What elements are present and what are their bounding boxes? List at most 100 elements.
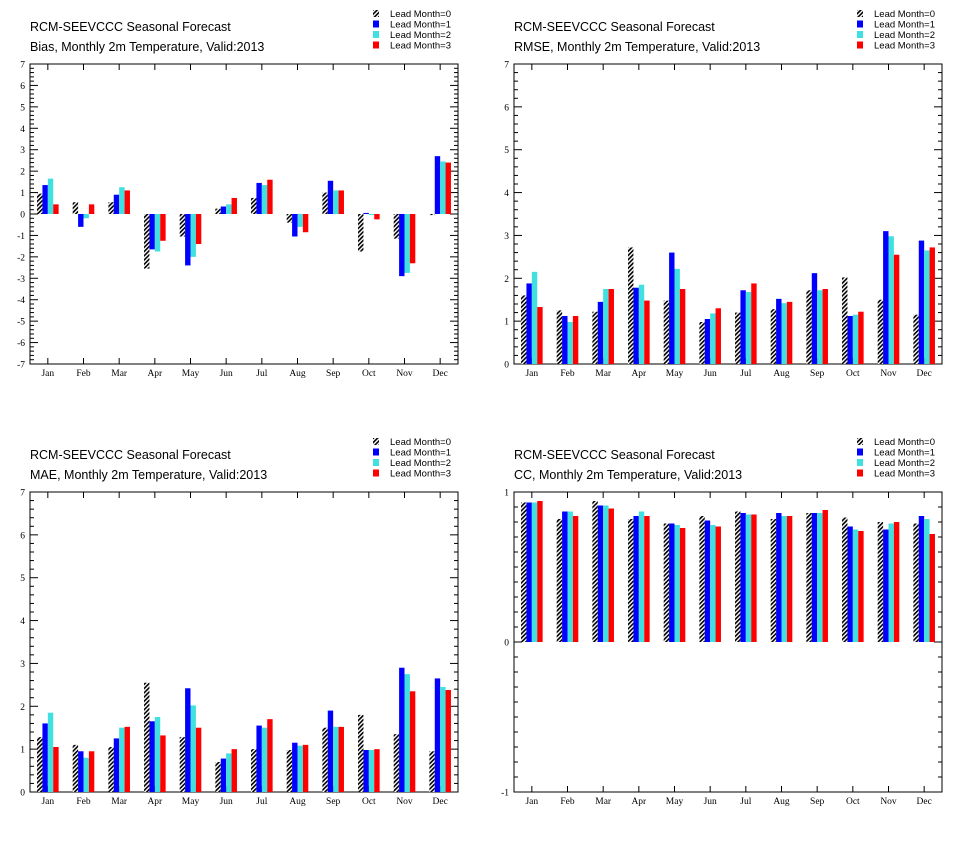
y-tick-label: 1 — [504, 318, 509, 328]
bar-jan-lead0 — [37, 193, 43, 214]
y-tick-label: 7 — [20, 489, 25, 499]
y-tick-label: 5 — [504, 146, 509, 156]
bar-feb-lead3 — [88, 204, 95, 214]
y-tick-label: 4 — [20, 617, 25, 627]
x-tick-label: Sep — [326, 369, 341, 379]
bar-oct-lead0 — [842, 517, 848, 642]
y-tick-label: 3 — [504, 232, 509, 242]
bar-jul-lead1 — [256, 725, 262, 792]
bar-apr-lead0 — [144, 682, 150, 792]
bar-feb-lead1 — [562, 511, 568, 642]
bar-jan-lead3 — [537, 307, 543, 364]
bar-aug-lead0 — [770, 519, 777, 642]
x-tick-label: Mar — [595, 797, 612, 807]
x-tick-label: Jun — [220, 369, 233, 379]
bar-jun-lead3 — [715, 308, 721, 364]
legend-label: Lead Month=3 — [390, 41, 451, 52]
bar-jun-lead1 — [704, 319, 711, 364]
bar-nov-lead0 — [393, 214, 400, 239]
bar-may-lead0 — [179, 737, 186, 792]
bar-jun-lead0 — [215, 762, 221, 792]
bar-aug-lead3 — [302, 744, 309, 792]
chart-panel-3: RCM-SEEVCCC Seasonal Forecast MAE, Monthl… — [20, 437, 459, 807]
legend-swatch — [373, 31, 379, 38]
y-tick-label: 4 — [504, 189, 509, 199]
bar-mar-lead1 — [113, 194, 120, 214]
legend-label: Lead Month=3 — [874, 469, 935, 480]
bar-sep-lead3 — [822, 510, 828, 642]
bar-mar-lead1 — [113, 738, 120, 792]
y-tick-label: 3 — [20, 660, 25, 670]
y-tick-label: 1 — [20, 746, 25, 756]
bar-may-lead3 — [679, 289, 686, 364]
bar-sep-lead3 — [338, 726, 344, 792]
bar-jan-lead1 — [42, 185, 48, 214]
bar-oct-lead2 — [852, 314, 859, 364]
legend-label: Lead Month=1 — [390, 20, 451, 31]
bar-mar-lead3 — [124, 726, 130, 792]
bar-nov-lead1 — [883, 529, 889, 642]
bar-apr-lead1 — [633, 516, 639, 642]
bar-feb-lead2 — [567, 322, 573, 364]
legend-label: Lead Month=0 — [874, 437, 935, 448]
bar-feb-lead2 — [567, 511, 573, 642]
plot-frame — [29, 491, 459, 793]
bar-jan-lead3 — [537, 501, 543, 642]
bar-mar-lead1 — [597, 301, 604, 364]
bar-feb-lead3 — [88, 751, 95, 792]
bar-nov-lead2 — [888, 523, 894, 642]
bar-aug-lead2 — [297, 745, 303, 792]
legend-label: Lead Month=0 — [390, 437, 451, 448]
bar-oct-lead3 — [858, 311, 864, 364]
bar-dec-lead2 — [924, 250, 930, 364]
chart-title: RCM-SEEVCCC Seasonal Forecast — [514, 448, 715, 462]
x-tick-label: Dec — [433, 369, 448, 379]
bar-jun-lead3 — [715, 526, 721, 642]
bar-apr-lead2 — [154, 214, 161, 252]
bar-aug-lead1 — [292, 214, 298, 237]
bar-nov-lead3 — [409, 691, 416, 792]
bar-aug-lead0 — [286, 214, 293, 223]
bar-jan-lead2 — [531, 502, 538, 642]
bar-nov-lead0 — [393, 734, 400, 792]
bar-may-lead2 — [674, 268, 680, 364]
bar-apr-lead3 — [160, 735, 166, 792]
y-tick-label: 2 — [20, 168, 25, 178]
bar-jul-lead0 — [735, 511, 741, 642]
bar-jul-lead3 — [267, 179, 273, 214]
bar-aug-lead3 — [786, 516, 793, 642]
bar-sep-lead0 — [806, 513, 812, 642]
y-tick-label: 7 — [20, 61, 25, 71]
bar-feb-lead0 — [556, 310, 563, 364]
bar-apr-lead1 — [633, 287, 639, 364]
bar-feb-lead2 — [83, 214, 89, 219]
bar-oct-lead3 — [374, 214, 380, 220]
y-tick-label: -4 — [17, 296, 25, 306]
bar-mar-lead3 — [608, 289, 614, 364]
bar-may-lead0 — [179, 214, 186, 237]
x-tick-label: Apr — [631, 369, 647, 379]
bar-apr-lead3 — [644, 516, 650, 642]
legend-swatch — [857, 469, 863, 477]
x-tick-label: Dec — [433, 797, 448, 807]
x-tick-label: Oct — [846, 369, 860, 379]
bar-jan-lead2 — [47, 712, 54, 792]
bar-mar-lead0 — [108, 202, 114, 214]
bar-oct-lead0 — [358, 714, 364, 792]
bar-dec-lead1 — [918, 516, 925, 642]
legend-label: Lead Month=1 — [874, 448, 935, 459]
bar-jan-lead2 — [47, 178, 54, 214]
x-tick-label: Feb — [76, 369, 91, 379]
bar-mar-lead3 — [608, 508, 614, 642]
bar-feb-lead1 — [78, 214, 84, 227]
bar-jun-lead1 — [220, 206, 227, 214]
x-tick-label: Apr — [147, 797, 163, 807]
x-tick-label: Mar — [595, 369, 612, 379]
chart-panel-1: RCM-SEEVCCC Seasonal Forecast Bias, Month… — [17, 9, 459, 379]
bar-apr-lead1 — [149, 214, 155, 250]
bar-dec-lead3 — [929, 534, 935, 642]
chart-subtitle: Bias, Monthly 2m Temperature, Valid:2013 — [30, 40, 264, 54]
bar-nov-lead3 — [409, 214, 416, 264]
bar-jul-lead3 — [267, 719, 273, 792]
legend-label: Lead Month=0 — [390, 9, 451, 20]
